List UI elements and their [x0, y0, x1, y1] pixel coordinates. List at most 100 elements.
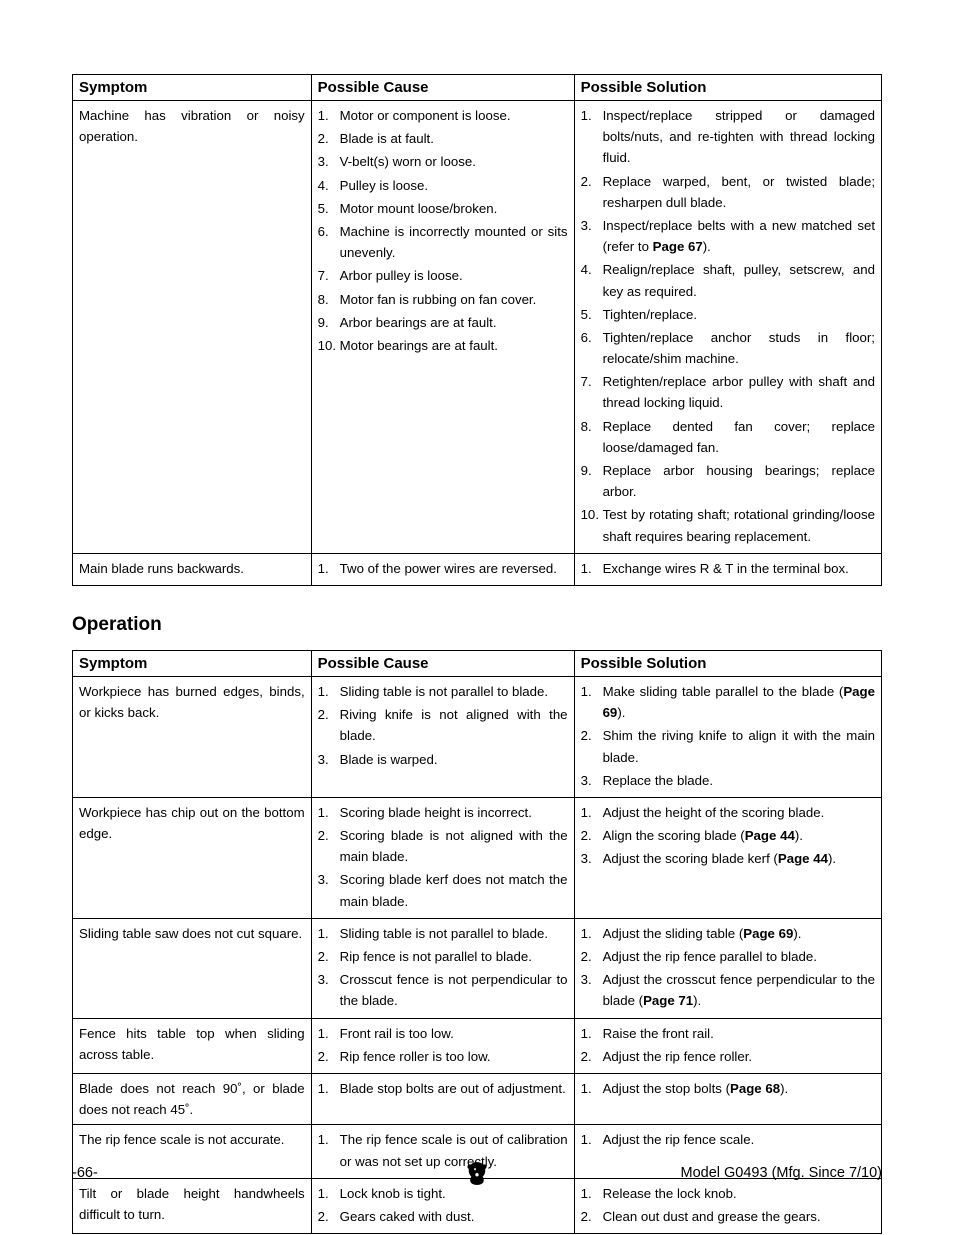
list-item: Machine is incorrectly mounted or sits u… [340, 221, 568, 265]
list-item: Lock knob is tight. [340, 1183, 568, 1206]
list-item: Rip fence roller is too low. [340, 1046, 568, 1069]
list-item: Blade is at fault. [340, 128, 568, 151]
list-item: Scoring blade is not aligned with the ma… [340, 825, 568, 869]
cause-cell: Two of the power wires are reversed. [311, 553, 574, 585]
solution-cell: Adjust the sliding table (Page 69).Adjus… [574, 918, 881, 1018]
list-item: Align the scoring blade (Page 44). [603, 825, 875, 848]
list-item: Test by rotating shaft; rotational grind… [603, 504, 875, 548]
col-cause: Possible Cause [311, 650, 574, 676]
table-row: Blade does not reach 90˚, or blade does … [73, 1073, 882, 1124]
table-row: Workpiece has chip out on the bottom edg… [73, 797, 882, 918]
col-solution: Possible Solution [574, 650, 881, 676]
list-item: Motor fan is rubbing on fan cover. [340, 289, 568, 312]
page-footer: -66- Model G0493 (Mfg. Since 7/10) [72, 1165, 882, 1181]
list-item: Realign/replace shaft, pulley, setscrew,… [603, 259, 875, 303]
list-item: Arbor bearings are at fault. [340, 312, 568, 335]
list-item: Arbor pulley is loose. [340, 265, 568, 288]
solution-cell: Release the lock knob.Clean out dust and… [574, 1178, 881, 1233]
list-item: Shim the riving knife to align it with t… [603, 725, 875, 769]
list-item: Adjust the crosscut fence perpendicular … [603, 969, 875, 1013]
troubleshooting-table-2: Symptom Possible Cause Possible Solution… [72, 650, 882, 1234]
symptom-cell: Fence hits table top when sliding across… [73, 1018, 312, 1073]
table-row: Machine has vibration or noisy operation… [73, 101, 882, 554]
list-item: Sliding table is not parallel to blade. [340, 681, 568, 704]
symptom-cell: Machine has vibration or noisy operation… [73, 101, 312, 554]
cause-cell: Scoring blade height is incorrect.Scorin… [311, 797, 574, 918]
symptom-cell: Sliding table saw does not cut square. [73, 918, 312, 1018]
list-item: Adjust the height of the scoring blade. [603, 802, 875, 825]
list-item: Replace dented fan cover; replace loose/… [603, 416, 875, 460]
list-item: V-belt(s) worn or loose. [340, 151, 568, 174]
list-item: Blade is warped. [340, 749, 568, 772]
list-item: Two of the power wires are reversed. [340, 558, 568, 581]
table-header-row: Symptom Possible Cause Possible Solution [73, 75, 882, 101]
table-row: Main blade runs backwards. Two of the pow… [73, 553, 882, 585]
model-info: Model G0493 (Mfg. Since 7/10) [681, 1165, 883, 1181]
list-item: Adjust the rip fence scale. [603, 1129, 875, 1152]
list-item: Adjust the sliding table (Page 69). [603, 923, 875, 946]
table-row: Workpiece has burned edges, binds, or ki… [73, 676, 882, 797]
list-item: Scoring blade height is incorrect. [340, 802, 568, 825]
symptom-cell: Main blade runs backwards. [73, 553, 312, 585]
col-cause: Possible Cause [311, 75, 574, 101]
list-item: Tighten/replace anchor studs in floor; r… [603, 327, 875, 371]
list-item: Clean out dust and grease the gears. [603, 1206, 875, 1229]
symptom-cell: Tilt or blade height handwheels difficul… [73, 1178, 312, 1233]
table-body: Workpiece has burned edges, binds, or ki… [73, 676, 882, 1233]
cause-cell: Motor or component is loose.Blade is at … [311, 101, 574, 554]
section-heading: Operation [72, 614, 882, 636]
list-item: Motor or component is loose. [340, 105, 568, 128]
list-item: Adjust the scoring blade kerf (Page 44). [603, 848, 875, 871]
list-item: Scoring blade kerf does not match the ma… [340, 869, 568, 913]
list-item: Exchange wires R & T in the terminal box… [603, 558, 875, 581]
list-item: Crosscut fence is not perpendicular to t… [340, 969, 568, 1013]
table-row: Fence hits table top when sliding across… [73, 1018, 882, 1073]
list-item: Adjust the stop bolts (Page 68). [603, 1078, 875, 1101]
col-symptom: Symptom [73, 75, 312, 101]
list-item: Replace the blade. [603, 770, 875, 793]
solution-cell: Raise the front rail.Adjust the rip fenc… [574, 1018, 881, 1073]
list-item: Pulley is loose. [340, 175, 568, 198]
solution-cell: Adjust the height of the scoring blade.A… [574, 797, 881, 918]
list-item: Adjust the rip fence roller. [603, 1046, 875, 1069]
list-item: Replace warped, bent, or twisted blade; … [603, 171, 875, 215]
table-row: Sliding table saw does not cut square.Sl… [73, 918, 882, 1018]
list-item: Tighten/replace. [603, 304, 875, 327]
list-item: Replace arbor housing bearings; replace … [603, 460, 875, 504]
solution-cell: Adjust the stop bolts (Page 68). [574, 1073, 881, 1124]
list-item: Inspect/replace belts with a new matched… [603, 215, 875, 259]
list-item: Retighten/replace arbor pulley with shaf… [603, 371, 875, 415]
table-header-row: Symptom Possible Cause Possible Solution [73, 650, 882, 676]
cause-cell: Sliding table is not parallel to blade.R… [311, 918, 574, 1018]
cause-cell: Sliding table is not parallel to blade.R… [311, 676, 574, 797]
page-number: -66- [72, 1165, 98, 1181]
page: Symptom Possible Cause Possible Solution… [0, 0, 954, 1235]
col-solution: Possible Solution [574, 75, 881, 101]
symptom-cell: Workpiece has chip out on the bottom edg… [73, 797, 312, 918]
list-item: Motor mount loose/broken. [340, 198, 568, 221]
list-item: Motor bearings are at fault. [340, 335, 568, 358]
solution-cell: Inspect/replace stripped or damaged bolt… [574, 101, 881, 554]
table-body: Machine has vibration or noisy operation… [73, 101, 882, 586]
solution-cell: Exchange wires R & T in the terminal box… [574, 553, 881, 585]
cause-cell: Lock knob is tight.Gears caked with dust… [311, 1178, 574, 1233]
troubleshooting-table-1: Symptom Possible Cause Possible Solution… [72, 74, 882, 586]
list-item: Riving knife is not aligned with the bla… [340, 704, 568, 748]
table-row: Tilt or blade height handwheels difficul… [73, 1178, 882, 1233]
solution-cell: Make sliding table parallel to the blade… [574, 676, 881, 797]
list-item: Inspect/replace stripped or damaged bolt… [603, 105, 875, 171]
col-symptom: Symptom [73, 650, 312, 676]
symptom-cell: Workpiece has burned edges, binds, or ki… [73, 676, 312, 797]
list-item: Raise the front rail. [603, 1023, 875, 1046]
symptom-cell: Blade does not reach 90˚, or blade does … [73, 1073, 312, 1124]
list-item: Rip fence is not parallel to blade. [340, 946, 568, 969]
list-item: Adjust the rip fence parallel to blade. [603, 946, 875, 969]
list-item: Blade stop bolts are out of adjustment. [340, 1078, 568, 1101]
cause-cell: Front rail is too low.Rip fence roller i… [311, 1018, 574, 1073]
list-item: Release the lock knob. [603, 1183, 875, 1206]
list-item: Front rail is too low. [340, 1023, 568, 1046]
list-item: Make sliding table parallel to the blade… [603, 681, 875, 725]
cause-cell: Blade stop bolts are out of adjustment. [311, 1073, 574, 1124]
list-item: Gears caked with dust. [340, 1206, 568, 1229]
list-item: Sliding table is not parallel to blade. [340, 923, 568, 946]
